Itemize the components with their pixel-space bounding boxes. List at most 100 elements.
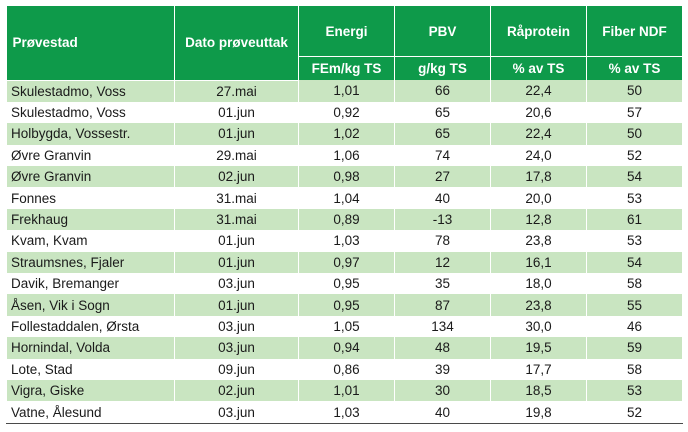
table-row: Follestaddalen, Ørsta 03.jun 1,05 134 30,0 46 [6,315,683,338]
cell-pbv: 39 [394,358,491,380]
table-row: Åsen, Vik i Sogn 01.jun 0,95 87 23,8 55 [6,294,683,316]
cell-raprotein: 23,8 [490,294,587,316]
cell-energi: 1,01 [298,379,395,402]
header-energi: Energi [298,6,395,57]
table-body: Skulestadmo, Voss 27.mai 1,01 66 22,4 50 Skule… [6,80,683,424]
cell-energi: 0,98 [298,166,395,188]
cell-provestad: Åsen, Vik i Sogn [6,294,175,316]
table-row: Fonnes 31.mai 1,04 40 20,0 53 [6,187,683,209]
forage-analysis-table: Prøvestad Dato prøveuttak Energi PBV Råp… [6,6,683,424]
cell-fiber: 50 [586,80,683,102]
unit-raprotein: % av TS [490,56,587,80]
cell-dato: 01.jun [174,230,299,252]
cell-raprotein: 18,5 [490,379,587,402]
cell-dato: 03.jun [174,401,299,424]
cell-fiber: 58 [586,358,683,380]
cell-energi: 1,03 [298,401,395,424]
cell-raprotein: 22,4 [490,123,587,145]
table-row: Holbygda, Vossestr. 01.jun 1,02 65 22,4 50 [6,123,683,145]
cell-raprotein: 24,0 [490,144,587,167]
cell-pbv: 40 [394,187,491,209]
cell-dato: 02.jun [174,166,299,188]
cell-provestad: Hornindal, Volda [6,337,175,359]
cell-fiber: 61 [586,208,683,231]
cell-pbv: 35 [394,273,491,295]
cell-provestad: Vatne, Ålesund [6,401,175,424]
table-row: Øvre Granvin 02.jun 0,98 27 17,8 54 [6,166,683,188]
cell-provestad: Follestaddalen, Ørsta [6,315,175,338]
cell-dato: 03.jun [174,337,299,359]
cell-energi: 0,94 [298,337,395,359]
cell-dato: 03.jun [174,273,299,295]
cell-raprotein: 19,8 [490,401,587,424]
cell-pbv: 66 [394,80,491,102]
cell-energi: 1,03 [298,230,395,252]
cell-pbv: -13 [394,208,491,231]
cell-pbv: 134 [394,315,491,338]
cell-pbv: 65 [394,101,491,124]
cell-raprotein: 20,0 [490,187,587,209]
header-pbv: PBV [394,6,491,57]
cell-dato: 01.jun [174,251,299,274]
cell-fiber: 53 [586,230,683,252]
cell-pbv: 40 [394,401,491,424]
cell-dato: 31.mai [174,208,299,231]
cell-provestad: Fonnes [6,187,175,209]
cell-energi: 0,92 [298,101,395,124]
cell-fiber: 50 [586,123,683,145]
cell-dato: 01.jun [174,294,299,316]
cell-raprotein: 19,5 [490,337,587,359]
cell-fiber: 58 [586,273,683,295]
table-row: Vigra, Giske 02.jun 1,01 30 18,5 53 [6,379,683,402]
cell-provestad: Davik, Bremanger [6,273,175,295]
cell-dato: 31.mai [174,187,299,209]
cell-provestad: Straumsnes, Fjaler [6,251,175,274]
cell-raprotein: 12,8 [490,208,587,231]
table-row: Hornindal, Volda 03.jun 0,94 48 19,5 59 [6,337,683,359]
cell-energi: 1,06 [298,144,395,167]
cell-provestad: Skulestadmo, Voss [6,80,175,102]
table-row: Davik, Bremanger 03.jun 0,95 35 18,0 58 [6,273,683,295]
cell-energi: 0,97 [298,251,395,274]
cell-fiber: 52 [586,401,683,424]
cell-pbv: 78 [394,230,491,252]
cell-energi: 1,01 [298,80,395,102]
cell-raprotein: 17,7 [490,358,587,380]
cell-pbv: 27 [394,166,491,188]
cell-pbv: 74 [394,144,491,167]
cell-dato: 09.jun [174,358,299,380]
cell-fiber: 57 [586,101,683,124]
cell-fiber: 55 [586,294,683,316]
cell-pbv: 30 [394,379,491,402]
cell-provestad: Frekhaug [6,208,175,231]
unit-pbv: g/kg TS [394,56,491,80]
table-row: Frekhaug 31.mai 0,89 -13 12,8 61 [6,208,683,231]
cell-fiber: 59 [586,337,683,359]
cell-raprotein: 17,8 [490,166,587,188]
cell-energi: 1,02 [298,123,395,145]
cell-provestad: Lote, Stad [6,358,175,380]
cell-dato: 27.mai [174,80,299,102]
cell-raprotein: 20,6 [490,101,587,124]
cell-fiber: 53 [586,187,683,209]
cell-pbv: 12 [394,251,491,274]
header-fiber: Fiber NDF [586,6,683,57]
cell-raprotein: 23,8 [490,230,587,252]
cell-pbv: 87 [394,294,491,316]
header-provestad: Prøvestad [6,6,175,81]
cell-pbv: 65 [394,123,491,145]
header-dato: Dato prøveuttak [174,6,299,81]
unit-energi: FEm/kg TS [298,56,395,80]
cell-dato: 03.jun [174,315,299,338]
cell-provestad: Skulestadmo, Voss [6,101,175,124]
cell-fiber: 53 [586,379,683,402]
cell-fiber: 46 [586,315,683,338]
cell-energi: 0,95 [298,294,395,316]
table-row: Kvam, Kvam 01.jun 1,03 78 23,8 53 [6,230,683,252]
cell-energi: 1,05 [298,315,395,338]
cell-dato: 01.jun [174,123,299,145]
cell-provestad: Holbygda, Vossestr. [6,123,175,145]
table-row: Lote, Stad 09.jun 0,86 39 17,7 58 [6,358,683,380]
table-row: Skulestadmo, Voss 27.mai 1,01 66 22,4 50 [6,80,683,102]
table-row: Skulestadmo, Voss 01.jun 0,92 65 20,6 57 [6,101,683,124]
